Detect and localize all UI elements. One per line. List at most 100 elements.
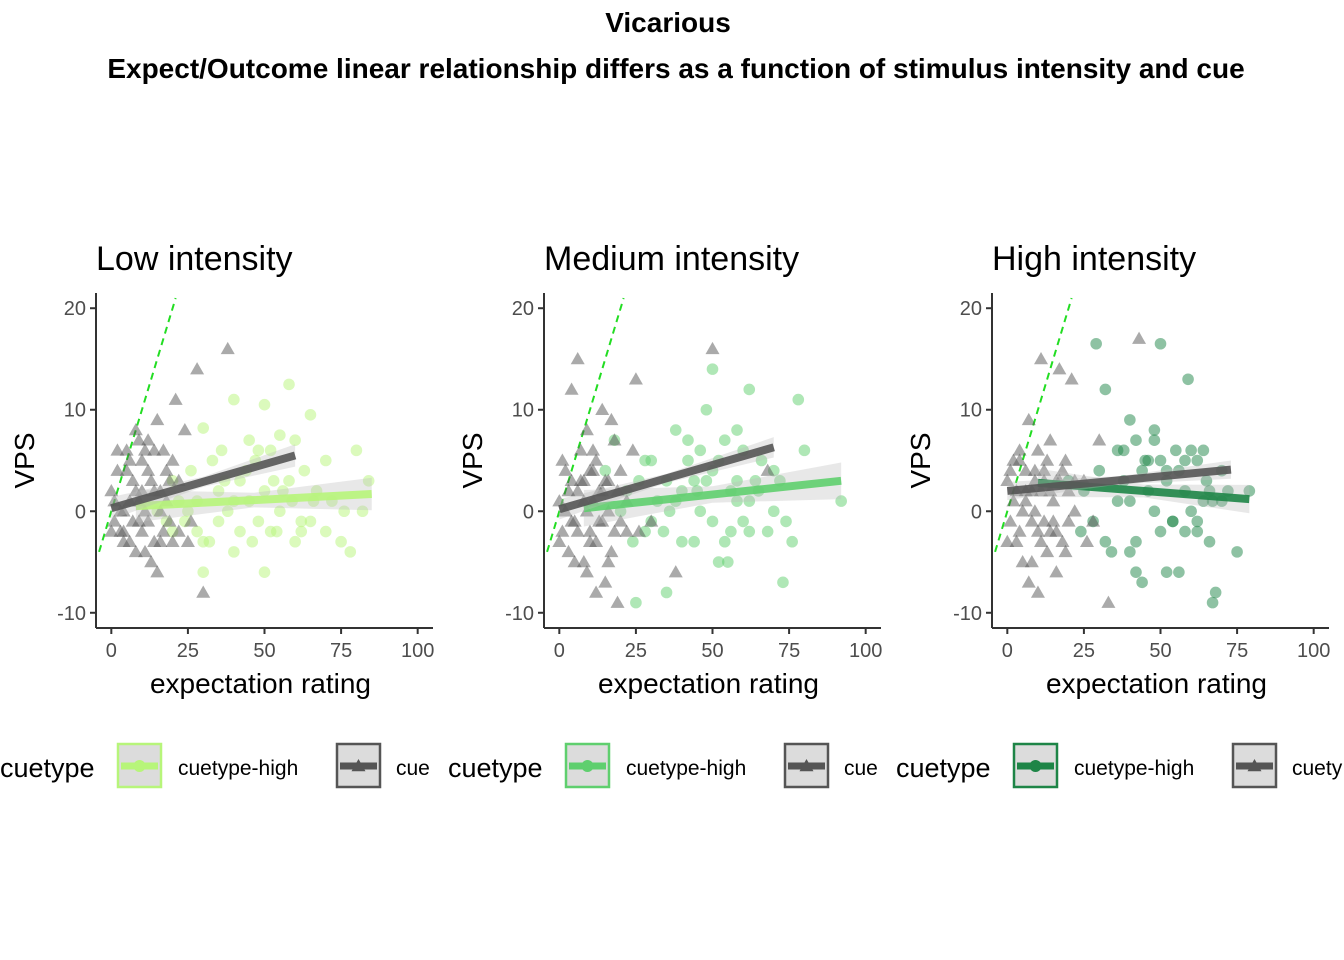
figure-title: Vicarious [605, 7, 731, 38]
data-point-triangle [119, 443, 134, 456]
x-tick-label: 100 [401, 640, 434, 662]
legend-key-triangle [1247, 759, 1262, 772]
data-point-triangle [607, 524, 622, 537]
data-point-triangle [619, 524, 634, 537]
y-tick-label: 0 [523, 501, 534, 523]
data-point-circle [688, 475, 700, 487]
data-point-triangle [1018, 494, 1033, 507]
data-point-triangle [144, 555, 159, 568]
data-point-triangle [150, 412, 165, 426]
data-point-circle [356, 505, 369, 518]
data-point-triangle [1000, 473, 1015, 487]
legend: cuetype cuetype-high cue [0, 742, 430, 789]
data-point-triangle [1086, 514, 1101, 527]
data-point-circle [630, 596, 642, 609]
data-point-triangle [1067, 504, 1082, 517]
data-point-circle [688, 535, 700, 548]
data-point-circle [197, 566, 210, 578]
data-point-triangle [156, 443, 171, 456]
y-tick-label: 10 [64, 400, 86, 422]
data-point-triangle [138, 544, 153, 558]
data-point-triangle [1058, 544, 1073, 558]
y-tick-label: 0 [971, 501, 982, 523]
y-tick-label: 10 [512, 400, 534, 422]
data-point-circle [780, 515, 792, 528]
data-point-circle [1090, 337, 1102, 350]
data-point-circle [228, 546, 240, 558]
data-point-triangle [760, 463, 775, 476]
data-point-circle [1179, 525, 1191, 538]
data-point-triangle [1055, 463, 1070, 476]
data-point-triangle [1006, 494, 1021, 507]
data-point-triangle [138, 504, 153, 517]
data-point-circle [1154, 454, 1167, 467]
data-point-triangle [168, 392, 183, 405]
data-point-triangle [1021, 575, 1036, 588]
legend-label-high: cuetype-high [178, 757, 298, 780]
data-point-circle [252, 515, 265, 528]
data-point-triangle [564, 473, 579, 487]
data-point-triangle [183, 514, 198, 527]
data-point-triangle [668, 565, 683, 578]
data-point-triangle [110, 443, 125, 456]
data-point-circle [344, 546, 357, 558]
x-axis-label: expectation rating [150, 668, 371, 699]
y-axis-label: VPS [905, 432, 936, 488]
data-point-circle [1130, 566, 1142, 578]
data-point-triangle [1024, 555, 1039, 568]
data-point-circle [749, 475, 762, 487]
data-point-triangle [1046, 494, 1061, 507]
data-point-circle [798, 444, 811, 457]
data-point-circle [289, 535, 301, 548]
data-point-triangle [567, 555, 582, 568]
data-point-triangle [138, 443, 153, 456]
x-tick-label: 75 [778, 640, 800, 662]
data-point-triangle [586, 463, 601, 476]
data-point-circle [243, 434, 255, 446]
y-tick-label: 0 [75, 501, 86, 523]
data-point-circle [338, 505, 350, 518]
data-point-triangle [1030, 524, 1045, 537]
data-point-triangle [570, 524, 585, 537]
data-point-triangle [570, 351, 585, 365]
panel-title: Low intensity [96, 240, 293, 278]
data-point-circle [1111, 495, 1124, 507]
data-point-triangle [1003, 514, 1018, 527]
data-point-circle [304, 409, 317, 421]
panel-3: High intensity 0 25 50 75 100 -10 0 10 20 expectat… [896, 240, 1343, 789]
data-point-triangle [705, 341, 720, 355]
data-point-circle [1160, 566, 1173, 578]
data-point-circle [1179, 454, 1191, 467]
data-point-circle [755, 454, 768, 467]
x-tick-label: 50 [1149, 640, 1171, 662]
data-point-circle [1136, 576, 1148, 589]
data-point-triangle [613, 514, 628, 527]
data-point-circle [1148, 424, 1161, 436]
data-point-circle [599, 464, 612, 477]
data-point-triangle [1079, 534, 1094, 547]
data-point-triangle [598, 473, 613, 487]
data-point-triangle [1040, 544, 1055, 558]
data-point-triangle [116, 534, 131, 547]
data-point-circle [639, 454, 651, 467]
data-point-triangle [165, 534, 180, 547]
data-point-triangle [1064, 372, 1079, 385]
data-point-triangle [128, 483, 143, 497]
data-point-circle [1191, 515, 1204, 528]
y-tick-label: -10 [953, 603, 982, 625]
data-point-circle [1166, 515, 1179, 528]
data-point-circle [295, 515, 308, 528]
data-point-triangle [1058, 453, 1073, 466]
data-point-triangle [576, 473, 591, 487]
data-point-circle [657, 525, 670, 538]
x-tick-label: 25 [1073, 640, 1095, 662]
y-tick-label: 10 [960, 400, 982, 422]
data-point-triangle [570, 483, 585, 497]
data-point-circle [700, 403, 713, 416]
x-axis-label: expectation rating [598, 668, 819, 699]
data-point-triangle [579, 423, 594, 436]
data-point-triangle [1037, 463, 1052, 476]
data-point-circle [1173, 566, 1185, 578]
data-point-circle [362, 475, 375, 487]
